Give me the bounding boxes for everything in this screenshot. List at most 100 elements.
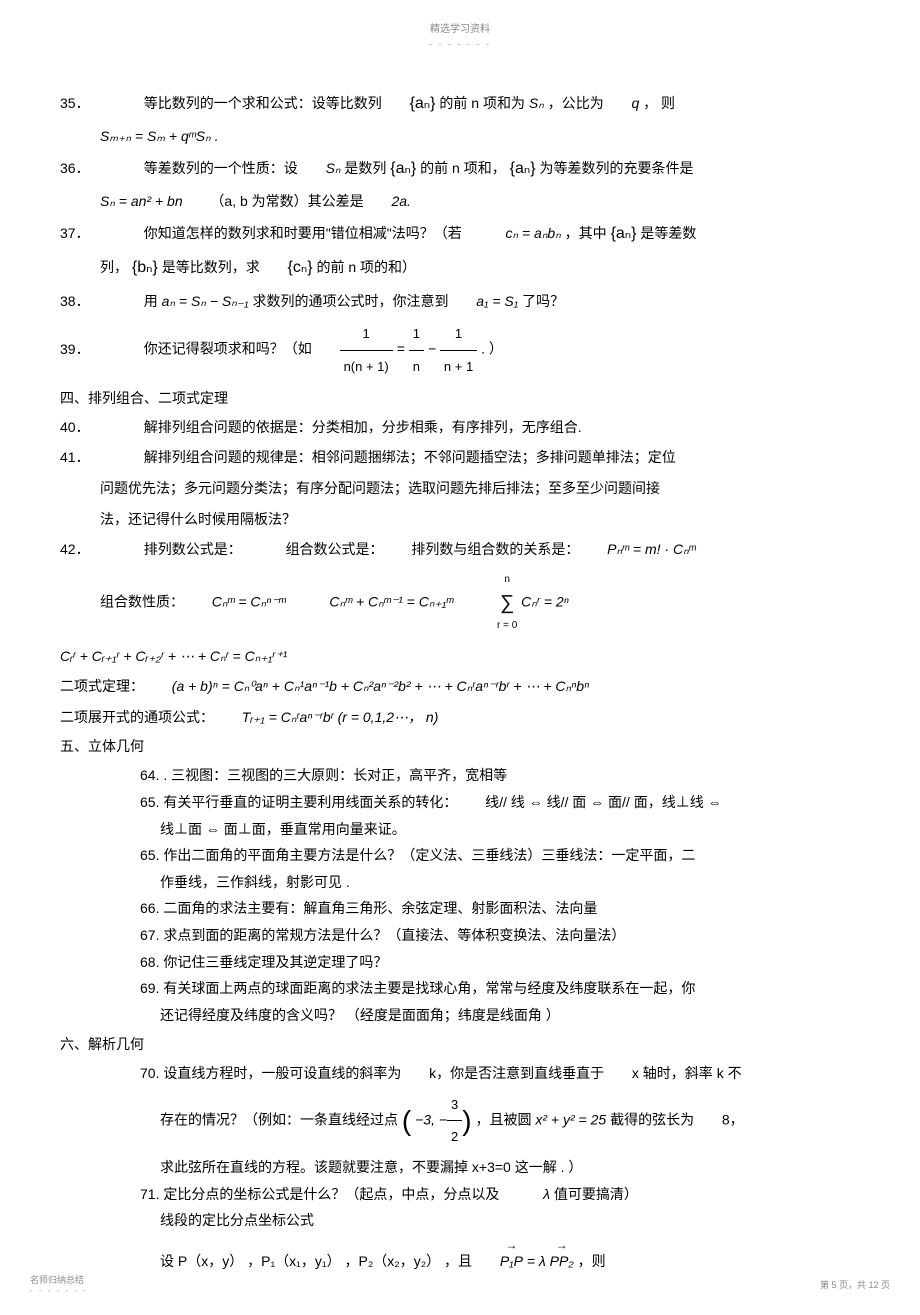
- item-number: 69.: [140, 980, 159, 996]
- text: 组合数公式是：: [286, 541, 384, 557]
- item-number: 39．: [60, 333, 100, 367]
- text: 求点到面的距离的常规方法是什么？（直接法、等体积变换法、法向量法）: [163, 927, 625, 943]
- text: 解排列组合问题的规律是：相邻问题捆绑法；不邻问题插空法；多排问题单排法；定位: [144, 449, 676, 465]
- text: 用: [144, 293, 158, 309]
- text: 排列数公式是：: [144, 541, 242, 557]
- item-37: 37． 你知道怎样的数列求和时要用"错位相减"法吗？（若 cₙ = aₙbₙ ，…: [60, 219, 860, 249]
- header-note: 精选学习资料: [60, 20, 860, 35]
- fraction: 1 n(n + 1): [340, 318, 393, 381]
- text: ， 则: [643, 95, 675, 111]
- formula: {aₙ}: [410, 95, 436, 111]
- item-41-line3: 法，还记得什么时候用隔板法？: [60, 506, 860, 533]
- label: 二项式定理：: [60, 678, 144, 694]
- minus: −: [428, 341, 440, 357]
- item-67: 67. 求点到面的距离的常规方法是什么？（直接法、等体积变换法、法向量法）: [60, 922, 860, 949]
- fraction: 1 n + 1: [440, 318, 477, 381]
- formula: Tᵣ₊₁ = Cₙʳaⁿ⁻ʳbʳ (r = 0,1,2⋯， n): [242, 709, 439, 725]
- item-number: 36．: [60, 155, 100, 182]
- item-71: 71. 定比分点的坐标公式是什么？（起点，中点，分点以及 λ 值可要搞清）: [60, 1181, 860, 1208]
- text: （a, b 为常数）其公差是: [210, 193, 363, 209]
- text: 有关平行垂直的证明主要利用线面关系的转化：: [163, 794, 457, 810]
- item-35: 35． 等比数列的一个求和公式：设等比数列 {aₙ} 的前 n 项和为 Sₙ ，…: [60, 89, 860, 119]
- text: 作出二面角的平面角主要方法是什么？（定义法、三垂线法）三垂线法：一定平面，二: [163, 847, 695, 863]
- item-66: 66. 二面角的求法主要有：解直角三角形、余弦定理、射影面积法、法向量: [60, 895, 860, 922]
- text: 有关球面上两点的球面距离的求法主要是找球心角，常常与经度及纬度联系在一起，你: [163, 980, 695, 996]
- text: 的前 n 项和，: [420, 160, 506, 176]
- item-41: 41． 解排列组合问题的规律是：相邻问题捆绑法；不邻问题插空法；多排问题单排法；…: [60, 444, 860, 471]
- item-69-line2: 还记得经度及纬度的含义吗？ （经度是面面角；纬度是线面角 ）: [60, 1002, 860, 1029]
- text: 是等比数列，求: [162, 259, 260, 275]
- item-number: 38．: [60, 288, 100, 315]
- formula: a₁ = S₁: [476, 293, 518, 309]
- formula: Cᵣʳ + Cᵣ₊₁ʳ + Cᵣ₊₂ʳ + ⋯ + Cₙʳ = Cₙ₊₁ʳ⁺¹: [60, 648, 287, 664]
- item-number: 37．: [60, 220, 100, 247]
- formula: cₙ = aₙbₙ: [506, 225, 561, 241]
- item-number: 67.: [140, 927, 159, 943]
- formula: Sₙ: [326, 160, 341, 176]
- fraction: 3 2: [447, 1089, 462, 1152]
- formula: Sₙ: [529, 95, 544, 111]
- item-number: 40．: [60, 414, 100, 441]
- text: 的前 n 项的和）: [316, 259, 416, 275]
- formula: Cₙᵐ = Cₙⁿ⁻ᵐ: [212, 593, 286, 609]
- lambda: λ: [543, 1186, 550, 1202]
- formula: {aₙ}: [611, 225, 637, 241]
- text: 是等差数: [640, 225, 696, 241]
- text: x 轴时，斜率 k 不: [632, 1065, 742, 1081]
- text: k，你是否注意到直线垂直于: [429, 1065, 604, 1081]
- formula: Sₘ₊ₙ = Sₘ + qᵐSₙ .: [100, 128, 218, 144]
- combination-identity: Cᵣʳ + Cᵣ₊₁ʳ + Cᵣ₊₂ʳ + ⋯ + Cₙʳ = Cₙ₊₁ʳ⁺¹: [60, 643, 860, 670]
- formula: {bₙ}: [132, 259, 158, 275]
- text: 等比数列的一个求和公式：设等比数列: [144, 95, 382, 111]
- item-42: 42． 排列数公式是： 组合数公式是： 排列数与组合数的关系是： Pₙᵐ = m…: [60, 536, 860, 563]
- formula: aₙ = Sₙ − Sₙ₋₁: [162, 293, 249, 309]
- text: ，其中: [565, 225, 607, 241]
- text: 定比分点的坐标公式是什么？（起点，中点，分点以及: [163, 1186, 499, 1202]
- text: 值可要搞清）: [554, 1186, 638, 1202]
- item-39: 39． 你还记得裂项求和吗？（如 1 n(n + 1) = 1 n − 1 n …: [60, 318, 860, 381]
- section-6-heading: 六、解析几何: [60, 1034, 860, 1054]
- text: 列，: [100, 259, 128, 275]
- item-number: 35．: [60, 90, 100, 117]
- item-36-line2: Sₙ = an² + bn （a, b 为常数）其公差是 2a.: [60, 188, 860, 215]
- header-dashes: - - - - - - -: [60, 39, 860, 49]
- summation: n ∑ r = 0: [497, 567, 517, 639]
- footer-left-dashes: - - - - - - -: [30, 1286, 88, 1295]
- section-4-heading: 四、排列组合、二项式定理: [60, 388, 860, 408]
- text: 是数列: [344, 160, 386, 176]
- item-38: 38． 用 aₙ = Sₙ − Sₙ₋₁ 求数列的通项公式时，你注意到 a₁ =…: [60, 288, 860, 315]
- binomial-theorem: 二项式定理： (a + b)ⁿ = Cₙ⁰aⁿ + Cₙ¹aⁿ⁻¹b + Cₙ²…: [60, 673, 860, 700]
- item-number: 64.: [140, 767, 159, 783]
- item-number: 71.: [140, 1186, 159, 1202]
- formula: q: [631, 95, 639, 111]
- text: 二面角的求法主要有：解直角三角形、余弦定理、射影面积法、法向量: [163, 900, 597, 916]
- item-number: 65.: [140, 794, 159, 810]
- text: ，且被圆: [475, 1111, 531, 1127]
- binomial-general-term: 二项展开式的通项公式： Tᵣ₊₁ = Cₙʳaⁿ⁻ʳbʳ (r = 0,1,2⋯…: [60, 704, 860, 731]
- item-64: 64. . 三视图：三视图的三大原则：长对正，高平齐，宽相等: [60, 762, 860, 789]
- text: ，则: [578, 1253, 606, 1269]
- vector: P₁P: [500, 1248, 523, 1275]
- formula: (a + b)ⁿ = Cₙ⁰aⁿ + Cₙ¹aⁿ⁻¹b + Cₙ²aⁿ⁻²b² …: [172, 678, 589, 694]
- item-65a: 65. 有关平行垂直的证明主要利用线面关系的转化： 线// 线 ⇔ 线// 面 …: [60, 789, 860, 816]
- text: 你记住三垂线定理及其逆定理了吗？: [163, 954, 387, 970]
- formula: {cₙ}: [288, 259, 313, 275]
- text: 组合数性质：: [100, 593, 184, 609]
- item-number: 41．: [60, 444, 100, 471]
- text: 8，: [722, 1111, 744, 1127]
- equals: = λ: [527, 1253, 550, 1269]
- open-paren: (: [402, 1105, 411, 1136]
- item-35-line2: Sₘ₊ₙ = Sₘ + qᵐSₙ .: [60, 123, 860, 150]
- item-70: 70. 设直线方程时，一般可设直线的斜率为 k，你是否注意到直线垂直于 x 轴时…: [60, 1060, 860, 1087]
- formula: Sₙ = an² + bn: [100, 193, 183, 209]
- footer-left: 名师归纳总结 - - - - - - -: [30, 1273, 88, 1295]
- formula: −3, −: [415, 1111, 447, 1127]
- text: 等差数列的一个性质：设: [144, 160, 298, 176]
- formula: {aₙ}: [390, 160, 416, 176]
- formula: 2a.: [391, 193, 410, 209]
- text: 求数列的通项公式时，你注意到: [252, 293, 448, 309]
- text: 你还记得裂项求和吗？（如: [144, 341, 312, 357]
- text: . ）: [481, 341, 503, 357]
- formula: Pₙᵐ = m! · Cₙᵐ: [607, 541, 696, 557]
- text: 的前 n 项和为: [439, 95, 525, 111]
